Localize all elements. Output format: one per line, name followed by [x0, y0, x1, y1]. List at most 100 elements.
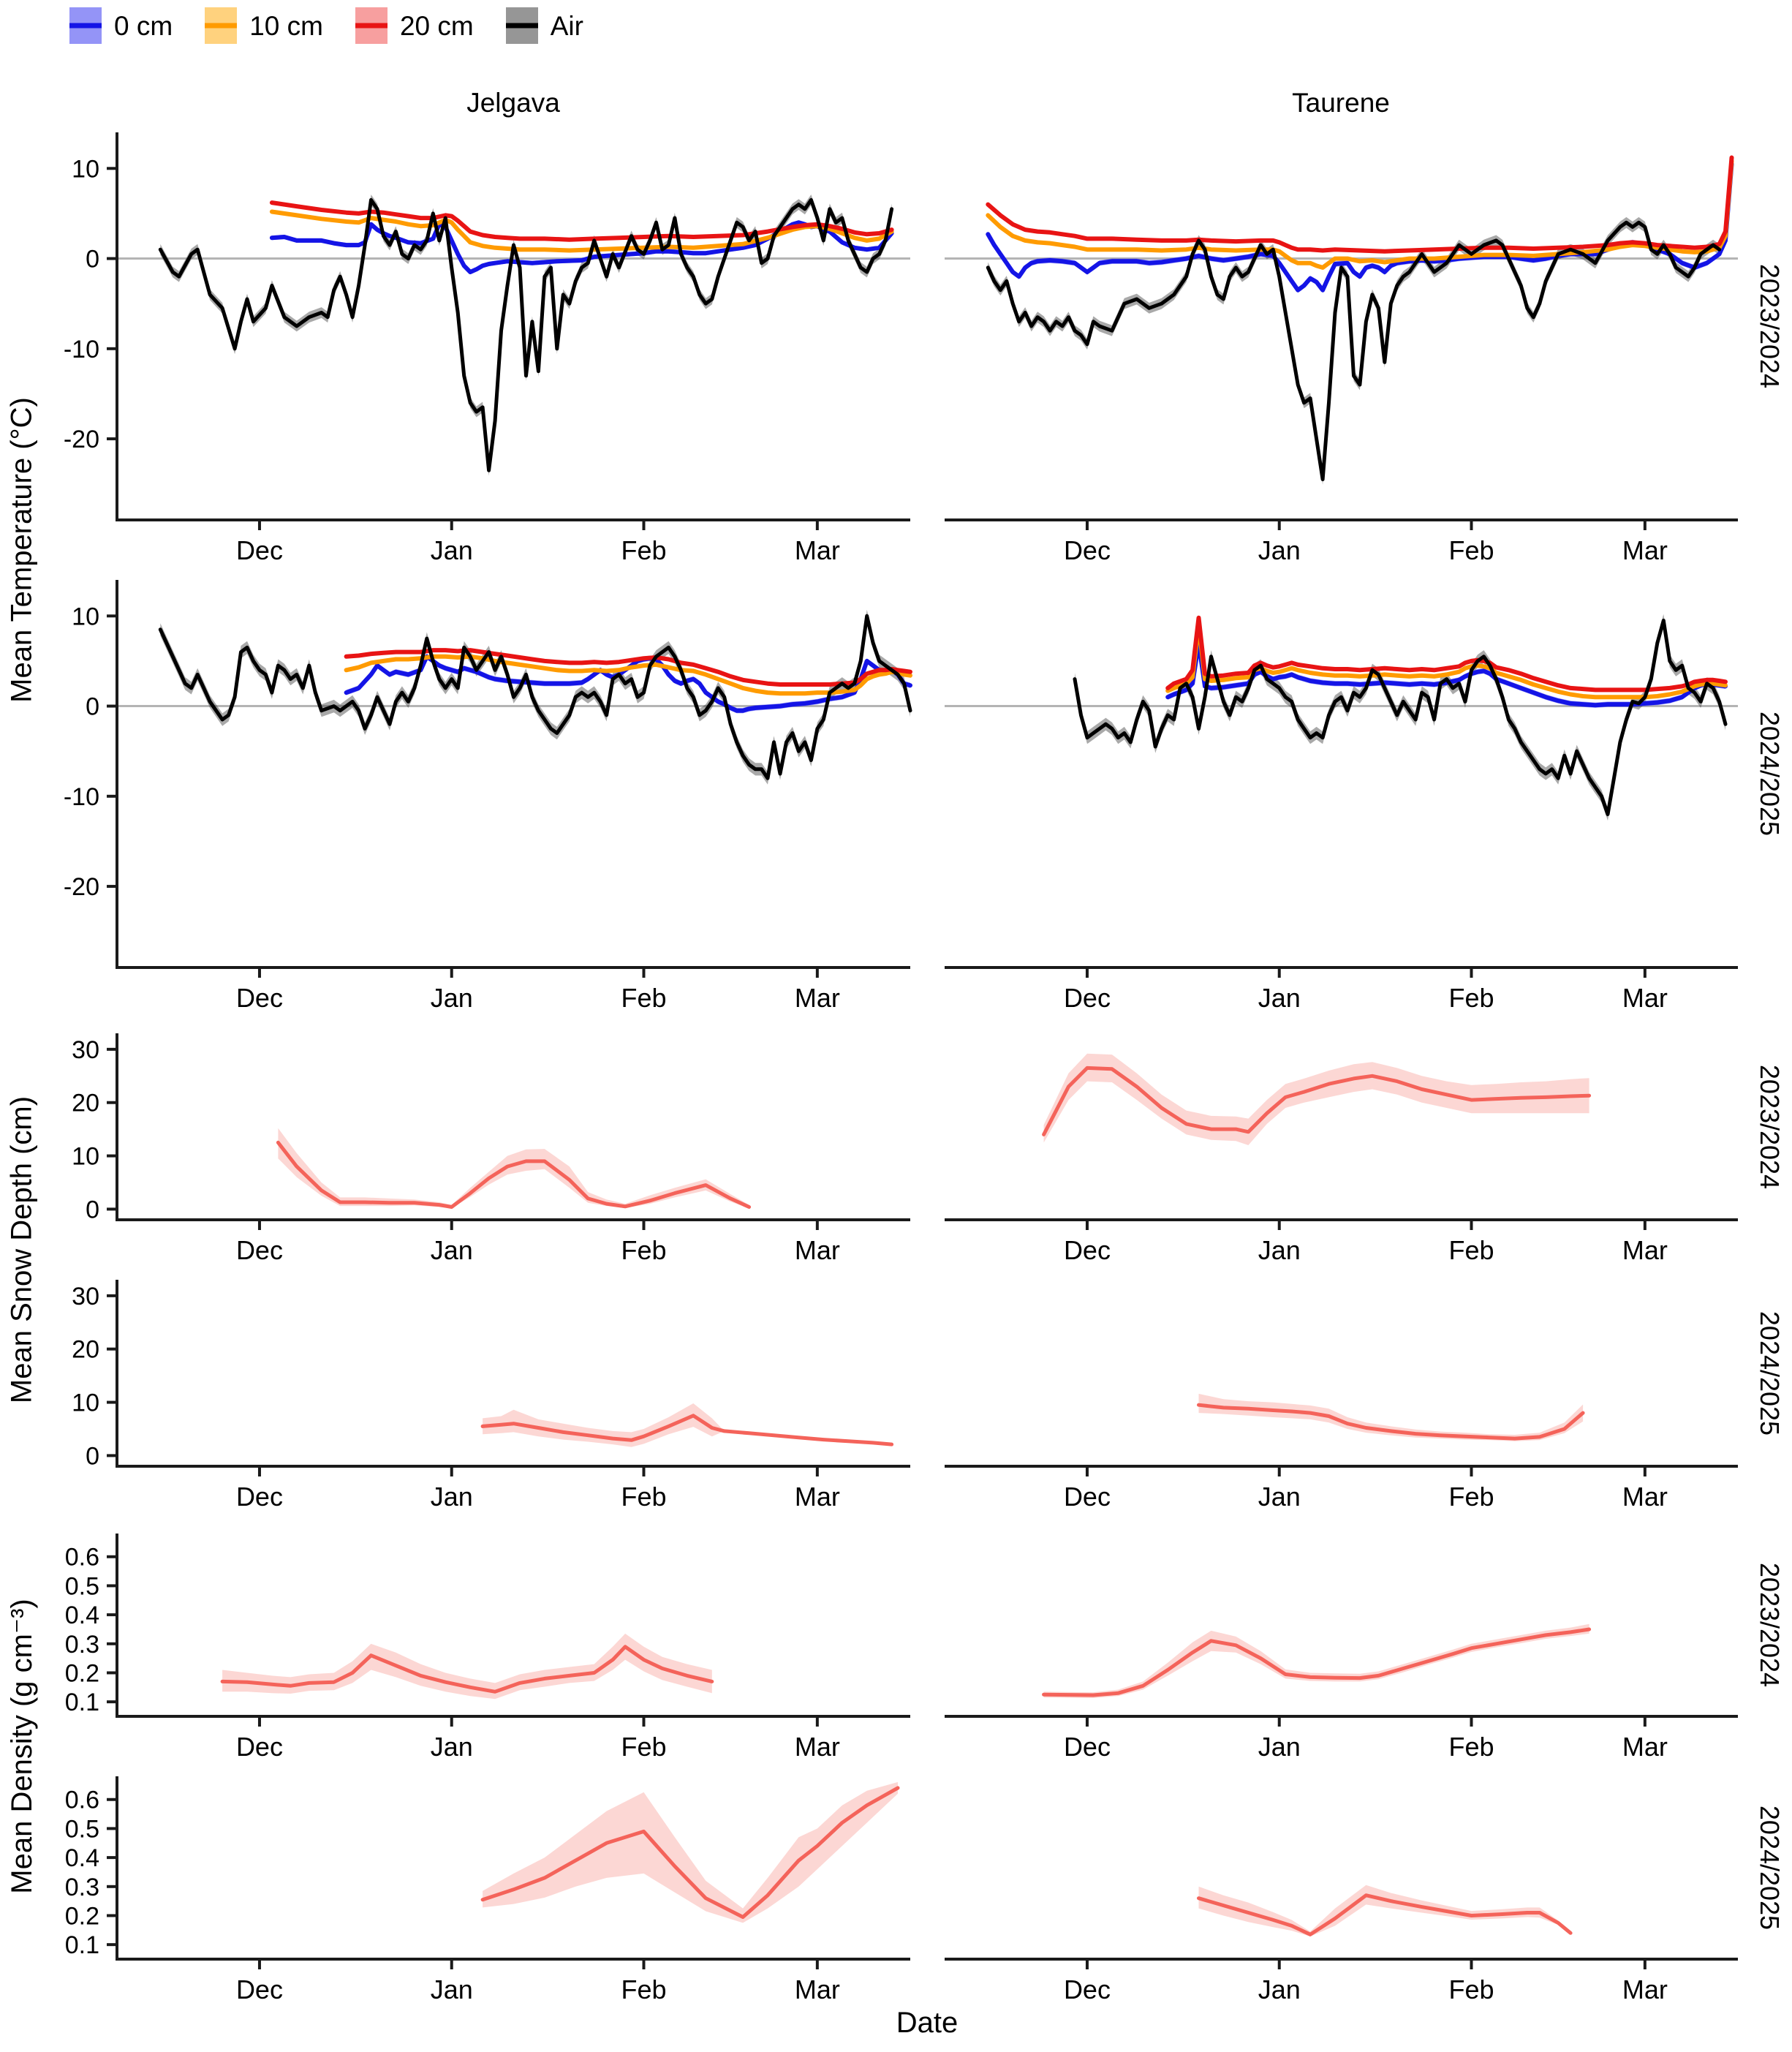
- x-tick-label-jan: Jan: [431, 1974, 473, 2004]
- facet-strip-label-density-2023-2024: 2023/2024: [1755, 1562, 1785, 1688]
- series-line-snow: [480, 1414, 894, 1446]
- series-line-cm0: [986, 162, 1734, 293]
- ribbon-snow: [1198, 1393, 1584, 1441]
- x-tick-label-dec: Dec: [236, 983, 283, 1013]
- y-tick-label-0.2: 0.2: [65, 1659, 99, 1687]
- legend-swatch-air-icon: [505, 7, 538, 44]
- row-density-2024-2025: Dec Jan Feb Mar 0.6 0.5 0.4 0.3 0.2 0.1 Dec Jan Feb M…: [0, 1772, 1792, 2006]
- panel-jelgava-temperature-2024-2025: Dec Jan Feb Mar 10 0 -10 -20: [64, 580, 912, 1013]
- y-tick-label-0: 0: [86, 246, 99, 274]
- x-tick-label-feb: Feb: [1448, 1974, 1494, 2004]
- facet-strip-label-snow-2023-2024: 2023/2024: [1755, 1064, 1785, 1189]
- x-tick-label-feb: Feb: [621, 1732, 666, 1762]
- x-tick-label-feb: Feb: [621, 983, 666, 1013]
- row-temperature-2024-2025: Dec Jan Feb Mar 10 0 -10 -20 Dec Jan Feb Mar 2024/20…: [0, 576, 1792, 1014]
- x-tick-label-feb: Feb: [1448, 1482, 1494, 1512]
- panel-taurene-density-2023-2024: Dec Jan Feb Mar: [945, 1623, 1738, 1762]
- series-line-cm0: [269, 220, 894, 274]
- x-tick-label-mar: Mar: [795, 1482, 840, 1512]
- legend-label-20cm: 20 cm: [399, 10, 474, 41]
- legend-line-0cm-icon: [69, 23, 102, 29]
- panel-jelgava-density-2024-2025: Dec Jan Feb Mar 0.60.50.40.30.20.1: [65, 1776, 910, 2004]
- x-tick-label-mar: Mar: [1622, 983, 1668, 1013]
- facet-strip-density-2023-2024: 2023/2024: [1744, 1529, 1792, 1763]
- y-tick-label--10: -10: [64, 336, 99, 363]
- facet-strip-label-temperature-2023-2024: 2023/2024: [1755, 263, 1785, 389]
- x-tick-label-feb: Feb: [621, 1974, 666, 2004]
- series-line-cm10: [986, 159, 1734, 270]
- legend-swatch-20cm-icon: [355, 7, 387, 44]
- legend-line-air-icon: [505, 23, 538, 29]
- series-line-air: [158, 614, 912, 780]
- series-line-density: [1197, 1893, 1573, 1936]
- panel-taurene-snow-2023-2024: Dec Jan Feb Mar: [945, 1053, 1738, 1265]
- legend: 0 cm 10 cm 20 cm Air: [69, 7, 583, 44]
- y-tick-label-0.5: 0.5: [65, 1572, 99, 1600]
- y-tick-label--20: -20: [64, 426, 99, 453]
- series-line-snow: [1197, 1403, 1585, 1441]
- ribbon-cm10: [1168, 623, 1725, 699]
- facet-strip-label-temperature-2024-2025: 2024/2025: [1755, 711, 1785, 837]
- series-line-density: [220, 1645, 714, 1694]
- y-tick-label-30: 30: [72, 1283, 99, 1310]
- series-line-snow: [1042, 1065, 1592, 1136]
- x-tick-label-jan: Jan: [1258, 1235, 1301, 1265]
- ribbon-snow: [278, 1128, 749, 1209]
- legend-label-10cm: 10 cm: [249, 10, 323, 41]
- x-tick-label-jan: Jan: [1258, 1732, 1301, 1762]
- series-line-density: [480, 1786, 900, 1919]
- facet-strip-density-2024-2025: 2024/2025: [1744, 1772, 1792, 2006]
- panel-taurene-density-2024-2025: Dec Jan Feb Mar: [945, 1885, 1738, 2004]
- x-tick-label-dec: Dec: [236, 1482, 283, 1512]
- y-tick-label-0.4: 0.4: [65, 1602, 99, 1629]
- facet-strip-label-snow-2024-2025: 2024/2025: [1755, 1310, 1785, 1436]
- y-tick-label-0.4: 0.4: [65, 1844, 99, 1872]
- x-tick-label-feb: Feb: [621, 1235, 666, 1265]
- x-tick-label-jan: Jan: [431, 1482, 473, 1512]
- x-tick-label-mar: Mar: [1622, 1235, 1668, 1265]
- legend-label-air: Air: [550, 10, 583, 41]
- legend-line-20cm-icon: [355, 23, 387, 29]
- facet-strip-snow-2023-2024: 2023/2024: [1744, 1029, 1792, 1267]
- x-tick-label-jan: Jan: [1258, 1482, 1301, 1512]
- y-tick-label-0.3: 0.3: [65, 1631, 99, 1659]
- panel-jelgava-temperature-2023-2024: Dec Jan Feb Mar 10 0 -10 -20: [64, 132, 910, 565]
- x-tick-label-feb: Feb: [1448, 1732, 1494, 1762]
- row-snow-2023-2024: Dec Jan Feb Mar 30 20 10 0 Dec Jan Feb Mar 2023/2024: [0, 1029, 1792, 1267]
- y-tick-label-0: 0: [86, 1442, 99, 1470]
- x-tick-label-dec: Dec: [1064, 1732, 1111, 1762]
- x-tick-label-jan: Jan: [1258, 535, 1301, 565]
- y-tick-label--20: -20: [64, 873, 99, 901]
- series-line-cm20: [269, 200, 894, 242]
- ribbon-density: [483, 1781, 898, 1923]
- legend-line-10cm-icon: [205, 23, 238, 29]
- x-tick-label-jan: Jan: [431, 535, 473, 565]
- x-tick-label-mar: Mar: [795, 1974, 840, 2004]
- panel-jelgava-snow-2024-2025: Dec Jan Feb Mar 30 20 10 0: [72, 1280, 910, 1512]
- y-tick-label-0.3: 0.3: [65, 1874, 99, 1901]
- x-tick-label-feb: Feb: [1448, 535, 1494, 565]
- x-tick-label-feb: Feb: [621, 1482, 666, 1512]
- panel-taurene-temperature-2023-2024: Dec Jan Feb Mar: [945, 155, 1738, 565]
- x-tick-label-dec: Dec: [236, 1235, 283, 1265]
- x-axis-label-date: Date: [896, 2007, 959, 2039]
- ribbon-density: [1043, 1623, 1589, 1698]
- y-tick-label--10: -10: [64, 783, 99, 811]
- row-snow-2024-2025: Dec Jan Feb Mar 30 20 10 0 Dec Jan Feb Mar 2024/2025: [0, 1275, 1792, 1513]
- x-tick-label-dec: Dec: [1064, 1974, 1111, 2004]
- ribbon-cm10: [988, 159, 1732, 270]
- series-line-air: [1073, 619, 1728, 816]
- x-tick-label-jan: Jan: [1258, 983, 1301, 1013]
- ribbon-density: [1198, 1885, 1571, 1936]
- legend-item-10cm: 10 cm: [205, 7, 323, 44]
- x-tick-label-feb: Feb: [1448, 983, 1494, 1013]
- facet-column-title-taurene: Taurene: [1292, 88, 1390, 118]
- row-temperature-2023-2024: Dec Jan Feb Mar 10 0 -10 -20 Dec Jan Feb Mar 2023/20…: [0, 128, 1792, 567]
- x-tick-label-jan: Jan: [431, 983, 473, 1013]
- ribbon-air: [160, 609, 910, 785]
- series-line-cm10: [1165, 622, 1728, 700]
- y-tick-label-30: 30: [72, 1036, 99, 1064]
- legend-item-0cm: 0 cm: [69, 7, 173, 44]
- x-tick-label-mar: Mar: [795, 1235, 840, 1265]
- x-tick-label-mar: Mar: [1622, 1974, 1668, 2004]
